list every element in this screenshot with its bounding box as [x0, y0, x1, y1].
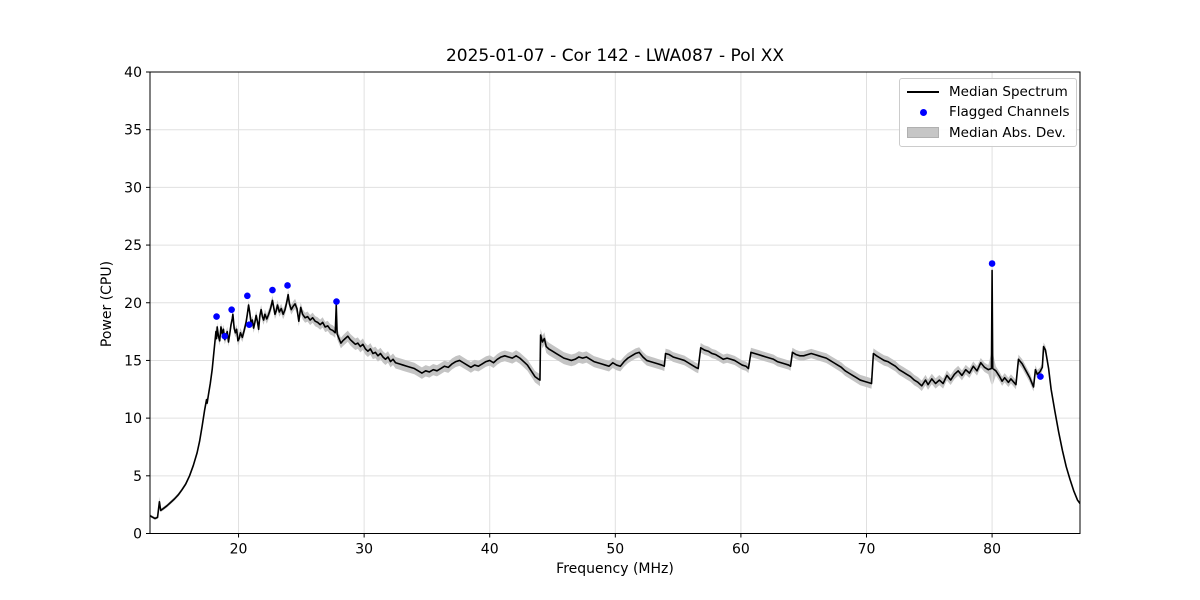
x-tick-label: 40 — [481, 542, 499, 558]
flagged-channel-point — [284, 282, 291, 289]
x-tick-label: 20 — [230, 542, 248, 558]
y-tick-label: 20 — [124, 296, 142, 312]
y-tick-label: 30 — [124, 180, 142, 196]
y-tick-label: 0 — [133, 527, 142, 543]
legend-item-flagged-channels: Flagged Channels — [906, 102, 1070, 122]
chart-title: 2025-01-07 - Cor 142 - LWA087 - Pol XX — [445, 46, 785, 66]
flagged-channel-point — [333, 298, 340, 305]
dot-swatch-icon — [906, 108, 940, 116]
x-tick-label: 60 — [732, 542, 750, 558]
flagged-channel-point — [1037, 373, 1044, 380]
y-tick-label: 35 — [124, 123, 142, 139]
y-tick-label: 25 — [124, 238, 142, 254]
x-axis-label: Frequency (MHz) — [556, 561, 674, 577]
legend-item-median-abs-dev: Median Abs. Dev. — [906, 123, 1070, 143]
x-tick-label: 30 — [355, 542, 373, 558]
y-axis-label: Power (CPU) — [99, 260, 115, 348]
flagged-channel-point — [245, 321, 253, 328]
y-tick-label: 15 — [124, 353, 142, 369]
flagged-channel-point — [988, 260, 996, 267]
flagged-channel-point — [269, 286, 276, 294]
legend-label: Median Spectrum — [949, 84, 1068, 101]
legend: Median Spectrum Flagged Channels Median … — [899, 78, 1077, 147]
x-tick-label: 70 — [858, 542, 876, 558]
flagged-channel-point — [213, 313, 220, 320]
y-tick-label: 10 — [124, 411, 142, 427]
flagged-channel-point — [244, 292, 251, 300]
flagged-channel-point — [228, 306, 235, 313]
y-tick-label: 5 — [133, 469, 142, 485]
line-swatch-icon — [906, 91, 940, 94]
y-tick-label: 40 — [124, 65, 142, 81]
x-tick-label: 80 — [983, 542, 1001, 558]
band-swatch-icon — [906, 127, 940, 139]
legend-item-median-spectrum: Median Spectrum — [906, 82, 1070, 102]
legend-label: Flagged Channels — [949, 104, 1070, 121]
flagged-channel-point — [221, 332, 229, 340]
median-spectrum-line — [150, 269, 1080, 520]
legend-label: Median Abs. Dev. — [949, 124, 1066, 141]
x-tick-label: 50 — [606, 542, 624, 558]
